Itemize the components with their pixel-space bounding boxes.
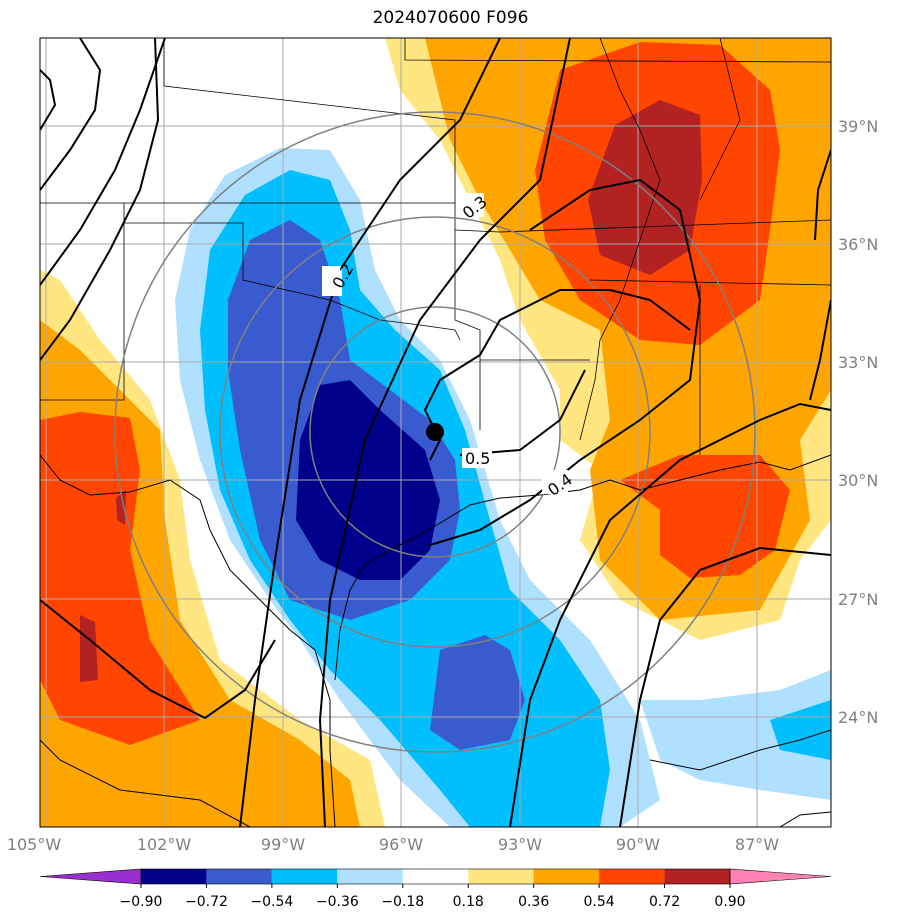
colorbar-tick-label: −0.72 xyxy=(185,894,228,910)
lon-label: 93°W xyxy=(498,835,542,854)
storm-location-marker xyxy=(426,423,444,441)
map-frame xyxy=(39,37,832,828)
colorbar-segment xyxy=(664,869,730,884)
lon-label: 96°W xyxy=(379,835,423,854)
colorbar-tick-label: 0.90 xyxy=(714,894,745,910)
lon-label: 90°W xyxy=(616,835,660,854)
latitude-axis: 39°N 36°N 33°N 30°N 27°N 24°N xyxy=(838,117,878,727)
lat-label: 36°N xyxy=(838,235,878,254)
map-area: 0.2 0.3 0.4 0.5 xyxy=(40,38,831,827)
map-title: 2024070600 F096 xyxy=(372,8,529,28)
colorbar-segment xyxy=(271,869,338,884)
colorbar-segment xyxy=(141,869,207,884)
lat-label: 39°N xyxy=(838,117,878,136)
colorbar-segment xyxy=(206,869,272,884)
colorbar-tick-label: 0.36 xyxy=(518,894,549,910)
negative-anomaly xyxy=(175,148,831,827)
graticule xyxy=(40,38,831,827)
lon-label: 87°W xyxy=(735,835,779,854)
longitude-axis: 105°W 102°W 99°W 96°W 93°W 90°W 87°W xyxy=(7,835,779,854)
colorbar-tick-label: −0.90 xyxy=(120,894,163,910)
lon-label: 105°W xyxy=(7,835,62,854)
positive-anomaly-east xyxy=(385,38,831,640)
contour-label-0.5: 0.5 xyxy=(465,449,490,468)
colorbar-segment xyxy=(337,869,403,884)
colorbar-tick-label: −0.18 xyxy=(381,894,424,910)
colorbar-tick-label: −0.36 xyxy=(316,894,359,910)
lon-label: 102°W xyxy=(137,835,192,854)
colorbar-segment xyxy=(468,869,534,884)
colorbar-segment xyxy=(402,869,469,884)
lon-label: 99°W xyxy=(261,835,305,854)
lat-label: 27°N xyxy=(838,590,878,609)
colorbar-tick-label: 0.18 xyxy=(453,894,484,910)
colorbar-extend-max xyxy=(729,868,832,885)
distance-rings xyxy=(114,111,756,753)
colorbar-tick-label: −0.54 xyxy=(250,894,293,910)
lat-label: 33°N xyxy=(838,353,878,372)
colorbar-tick-label: 0.72 xyxy=(649,894,680,910)
colorbar-segment xyxy=(599,869,665,884)
positive-anomaly-west xyxy=(40,270,385,827)
colorbar-extend-min xyxy=(39,868,142,885)
lat-label: 24°N xyxy=(838,708,878,727)
coastline xyxy=(40,454,831,827)
colorbar-frame xyxy=(140,868,731,885)
colorbar: −0.90 −0.72 −0.54 −0.36 −0.18 0.18 0.36 0.54 0.7… xyxy=(39,868,832,910)
colorbar-tick-label: 0.54 xyxy=(584,894,615,910)
lat-label: 30°N xyxy=(838,471,878,490)
state-boundaries xyxy=(40,38,831,455)
colorbar-segment xyxy=(533,869,600,884)
